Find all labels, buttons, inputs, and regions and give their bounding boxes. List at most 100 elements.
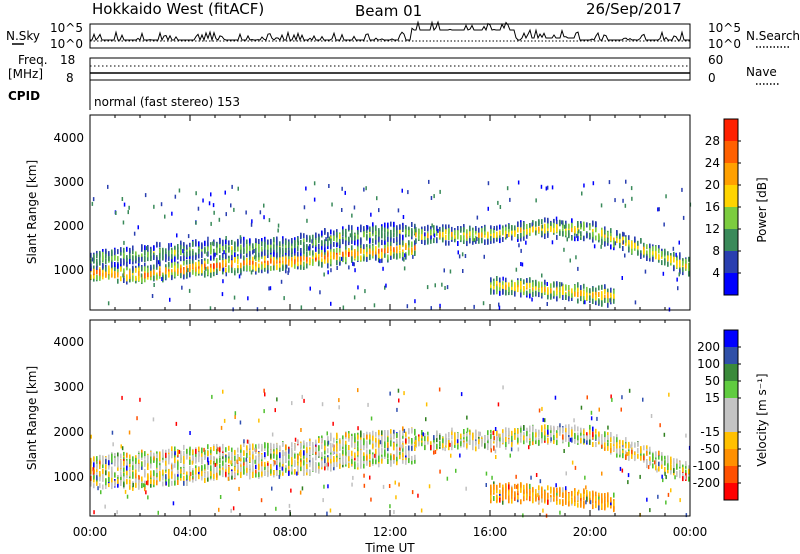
power-cell bbox=[408, 230, 410, 236]
velocity-cell bbox=[357, 446, 359, 452]
power-cell bbox=[592, 220, 594, 226]
power-scatter-cell bbox=[444, 286, 446, 290]
power-cell bbox=[369, 244, 371, 250]
power-cell bbox=[384, 227, 386, 233]
power-cell bbox=[315, 237, 317, 242]
velocity-cell bbox=[333, 444, 335, 450]
velocity-cell bbox=[559, 430, 561, 436]
power-cell bbox=[583, 296, 585, 302]
power-cell bbox=[631, 241, 633, 246]
power-cell bbox=[640, 253, 642, 259]
power-cell bbox=[198, 253, 200, 259]
velocity-cell bbox=[415, 440, 417, 445]
velocity-cell bbox=[676, 470, 678, 476]
power-cell bbox=[357, 226, 359, 232]
power-cell bbox=[195, 262, 197, 268]
velocity-cell bbox=[457, 441, 459, 447]
power-cell bbox=[246, 252, 248, 258]
power-scatter-cell bbox=[188, 288, 191, 293]
power-cell bbox=[201, 263, 203, 269]
power-cell bbox=[511, 228, 513, 234]
velocity-cell bbox=[402, 446, 404, 452]
power-cell bbox=[213, 263, 215, 269]
power-cell bbox=[649, 256, 651, 262]
power-cell bbox=[535, 221, 537, 227]
velocity-cell bbox=[303, 470, 305, 476]
velocity-cell bbox=[120, 459, 122, 465]
cpid-label: CPID bbox=[8, 89, 40, 103]
velocity-cell bbox=[174, 462, 176, 468]
power-cell bbox=[330, 259, 332, 265]
power-colorbar-tick: 12 bbox=[705, 222, 720, 236]
power-scatter-cell bbox=[502, 276, 504, 281]
velocity-cell bbox=[177, 464, 179, 470]
velocity-cell bbox=[168, 481, 170, 487]
power-scatter-cell bbox=[277, 223, 280, 228]
velocity-cell bbox=[117, 481, 119, 487]
power-cell bbox=[135, 252, 137, 258]
power-cell bbox=[96, 253, 98, 259]
power-cell bbox=[628, 235, 630, 241]
velocity-cell bbox=[348, 459, 350, 465]
power-cell bbox=[520, 222, 522, 228]
velocity-cell bbox=[345, 449, 347, 454]
velocity-cell bbox=[111, 482, 113, 488]
power-cell bbox=[285, 240, 287, 246]
power-cell bbox=[411, 222, 413, 227]
power-cell bbox=[303, 238, 305, 244]
power-scatter-cell bbox=[164, 214, 166, 219]
power-scatter-cell bbox=[678, 240, 680, 245]
power-cell bbox=[297, 264, 299, 270]
power-cell bbox=[273, 260, 275, 266]
velocity-cell bbox=[628, 455, 630, 461]
velocity-cell bbox=[592, 426, 594, 432]
power-scatter-cell bbox=[634, 300, 637, 305]
power-cell bbox=[123, 278, 125, 283]
velocity-cell bbox=[126, 465, 128, 471]
velocity-cell bbox=[153, 476, 155, 482]
velocity-cell bbox=[162, 449, 164, 455]
velocity-cell bbox=[532, 440, 534, 446]
velocity-data bbox=[90, 385, 691, 518]
power-cell bbox=[381, 248, 383, 254]
velocity-cell bbox=[345, 451, 347, 457]
power-cell bbox=[565, 220, 567, 226]
velocity-cell bbox=[396, 432, 398, 438]
power-cell bbox=[565, 230, 567, 236]
velocity-cell bbox=[610, 443, 612, 448]
velocity-cell bbox=[616, 440, 618, 446]
power-scatter-cell bbox=[237, 186, 239, 191]
power-cell bbox=[387, 231, 389, 237]
velocity-cell bbox=[324, 463, 326, 469]
power-cell bbox=[508, 286, 510, 292]
power-cell bbox=[240, 253, 242, 259]
velocity-cell bbox=[276, 471, 278, 477]
power-scatter-cell bbox=[357, 285, 359, 290]
power-cell bbox=[655, 246, 657, 252]
power-cell bbox=[222, 246, 224, 252]
power-cell bbox=[544, 286, 546, 292]
power-cell bbox=[550, 288, 552, 294]
power-cell bbox=[574, 236, 576, 242]
power-colorbar-cell bbox=[724, 273, 738, 295]
velocity-cell bbox=[228, 445, 230, 451]
velocity-cell bbox=[312, 444, 314, 450]
power-cell bbox=[348, 240, 350, 246]
velocity-cell bbox=[123, 472, 125, 478]
velocity-cell bbox=[574, 433, 576, 439]
velocity-cell bbox=[240, 453, 242, 459]
velocity-cell bbox=[384, 443, 386, 448]
power-cell bbox=[246, 261, 248, 267]
power-cell bbox=[147, 251, 149, 257]
power-cell bbox=[276, 247, 278, 253]
power-cell bbox=[658, 254, 660, 260]
power-cell bbox=[171, 272, 173, 278]
power-cell bbox=[348, 251, 350, 257]
power-scatter-cell bbox=[672, 246, 675, 251]
power-cell bbox=[300, 264, 302, 270]
power-cell bbox=[282, 247, 284, 253]
power-cell bbox=[231, 250, 233, 255]
velocity-cell bbox=[661, 455, 663, 461]
power-scatter-cell bbox=[140, 273, 143, 278]
velocity-cell bbox=[138, 459, 140, 465]
